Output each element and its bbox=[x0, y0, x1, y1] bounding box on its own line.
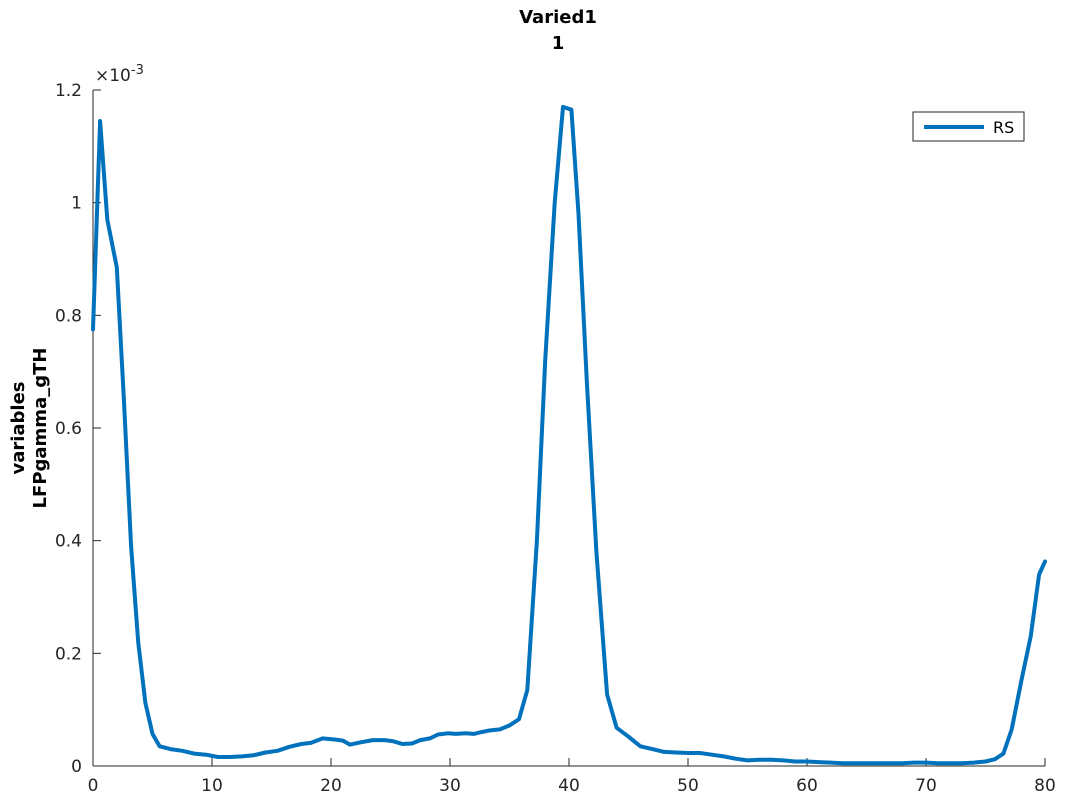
x-tick-label: 40 bbox=[558, 776, 580, 796]
x-tick-label: 70 bbox=[915, 776, 937, 796]
series-line-rs bbox=[91, 104, 1047, 766]
y-axis-label-line-1: variables bbox=[8, 381, 29, 474]
y-tick-label: 0.6 bbox=[55, 419, 82, 439]
plot-area bbox=[92, 90, 1045, 767]
y-tick-label: 1.2 bbox=[55, 81, 82, 101]
chart-title: Varied1 bbox=[519, 7, 597, 28]
x-tick-label: 60 bbox=[796, 776, 818, 796]
y-axis-label-line-2: LFPgamma_gTH bbox=[30, 348, 51, 509]
x-ticks: 0 10 20 30 40 50 60 70 80 bbox=[88, 758, 1056, 796]
y-tick-label: 0 bbox=[71, 757, 82, 777]
legend-label-rs: RS bbox=[993, 118, 1014, 137]
y-tick-label: 0.2 bbox=[55, 644, 82, 664]
y-tick-label: 0.4 bbox=[55, 532, 82, 552]
y-tick-label: 0.8 bbox=[55, 306, 82, 326]
y-ticks: 0 0.2 0.4 0.6 0.8 1 1.2 bbox=[55, 81, 101, 777]
y-exponent-label: ×10-3 bbox=[95, 63, 144, 87]
x-tick-label: 0 bbox=[88, 776, 99, 796]
x-tick-label: 10 bbox=[201, 776, 223, 796]
chart-subtitle: 1 bbox=[552, 33, 565, 54]
legend: RS bbox=[912, 111, 1025, 142]
y-axis-label: variables LFPgamma_gTH bbox=[8, 348, 51, 509]
x-tick-label: 80 bbox=[1034, 776, 1056, 796]
x-tick-label: 50 bbox=[677, 776, 699, 796]
x-tick-label: 20 bbox=[320, 776, 342, 796]
series-layer bbox=[91, 104, 1047, 766]
x-tick-label: 30 bbox=[439, 776, 461, 796]
y-tick-label: 1 bbox=[71, 194, 82, 214]
